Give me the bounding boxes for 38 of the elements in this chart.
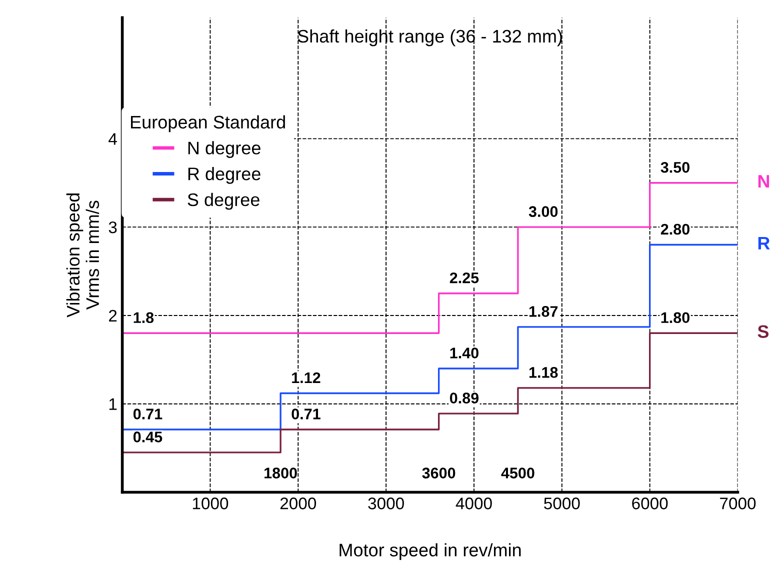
data-label: 0.89 (450, 392, 479, 404)
x-tick-label: 5000 (544, 498, 580, 510)
legend-label: S degree (188, 192, 260, 210)
x-axis-title: Motor speed in rev/min (340, 543, 521, 560)
data-label: 1.87 (529, 306, 558, 317)
text: R (758, 236, 770, 250)
data-label: 2.80 (660, 224, 690, 235)
data-label: 1.40 (450, 348, 478, 358)
data-label: 3.00 (528, 206, 558, 217)
x-tick-label: 2000 (280, 498, 316, 510)
legend-label: N degree (188, 141, 260, 158)
x-tick-label: 7000 (720, 498, 756, 510)
data-label: 2.25 (450, 272, 479, 284)
data-label: 0.71 (133, 408, 162, 420)
data-label: 1.12 (292, 372, 320, 383)
text: Shaft height range (36 - 132 mm) (298, 29, 562, 46)
x2-tick-label: 1800 (264, 468, 297, 478)
legend-title: European Standard (131, 115, 285, 132)
data-label: 0.45 (133, 432, 162, 442)
y-tick-label: 2 (109, 310, 117, 322)
x-tick-label: 4000 (456, 498, 492, 510)
data-label: 1.8 (134, 312, 154, 324)
legend-label: R degree (188, 167, 260, 184)
text: N (758, 175, 770, 188)
data-label: 1.18 (529, 367, 558, 378)
x-tick-label: 1000 (192, 498, 228, 510)
y-axis-title: Vibration speed Vrms in mm/s (66, 193, 100, 318)
text: S (758, 325, 769, 338)
y-tick-label: 4 (108, 133, 117, 145)
y-tick-label: 1 (109, 398, 117, 410)
x-tick-label: 6000 (632, 498, 668, 510)
x2-tick-label: 4500 (501, 468, 534, 478)
y-tick-label: 3 (108, 221, 117, 234)
x2-tick-label: 3600 (422, 468, 456, 478)
data-label: 0.71 (292, 408, 320, 420)
data-label: 1.80 (661, 312, 690, 324)
x-tick-label: 3000 (368, 498, 404, 510)
data-label: 3.50 (660, 162, 690, 173)
